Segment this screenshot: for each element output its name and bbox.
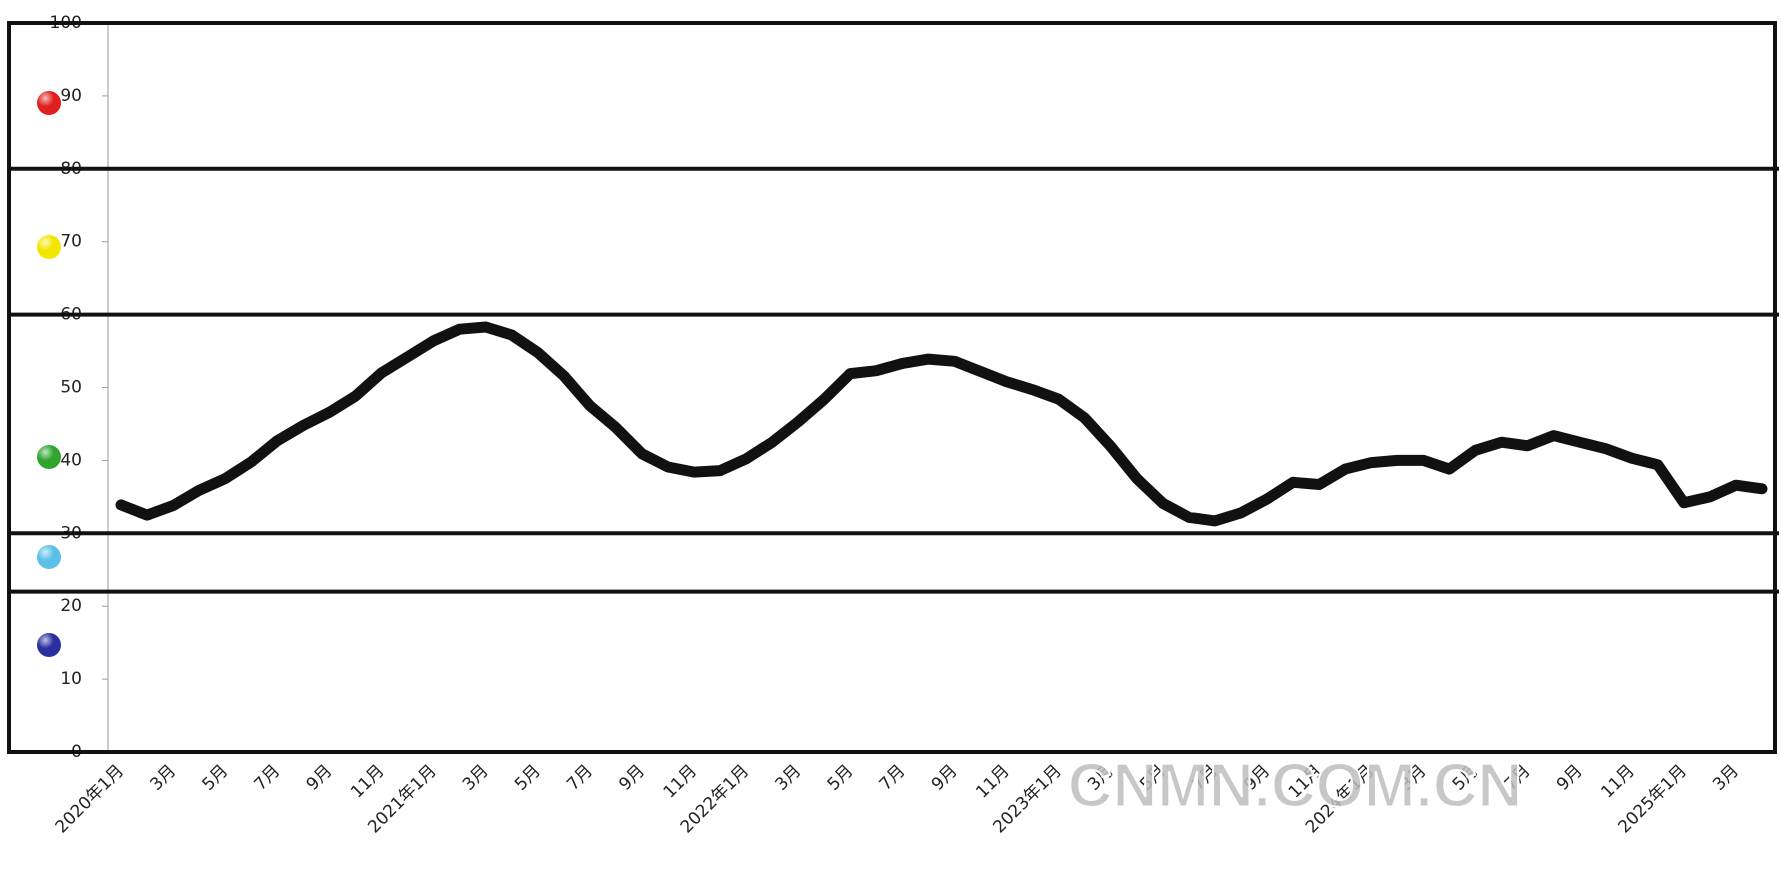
y-tick-label: 10 [60,669,82,689]
zone-dot-shine [37,91,61,115]
y-tick-label: 90 [60,86,82,106]
x-tick-label: 3月 [1709,761,1743,795]
zone-dot-shine [37,633,61,657]
x-tick-label: 9月 [928,761,962,795]
x-tick-label: 7月 [563,761,597,795]
y-tick-label: 20 [60,596,82,616]
y-tick-label: 70 [60,232,82,252]
x-tick-label: 3月 [146,761,180,795]
x-tick-label: 9月 [303,761,337,795]
x-tick-label: 11月 [1597,761,1638,802]
x-tick-label: 11月 [347,761,388,802]
y-tick-label: 50 [60,378,82,398]
x-tick-label: 3月 [771,761,805,795]
x-tick-label: 11月 [660,761,701,802]
zone-dot-shine [37,445,61,469]
x-tick-label: 9月 [1553,761,1587,795]
x-tick-label: 2020年1月 [52,761,128,837]
data-line [115,321,1768,527]
y-tick-label: 40 [60,450,82,470]
x-tick-label: 3月 [459,761,493,795]
x-tick-label: 5月 [824,761,858,795]
zone-dot-shine [37,235,61,259]
x-tick-label: 5月 [511,761,545,795]
plot-frame [7,21,1777,754]
x-tick-label: 7月 [251,761,285,795]
x-tick-label: 11月 [972,761,1013,802]
x-tick-label: 7月 [876,761,910,795]
x-tick-label: 9月 [615,761,649,795]
x-tick-label: 5月 [198,761,232,795]
watermark: CNMN.COM.CN [1068,751,1523,820]
zone-dot-shine [37,545,61,569]
